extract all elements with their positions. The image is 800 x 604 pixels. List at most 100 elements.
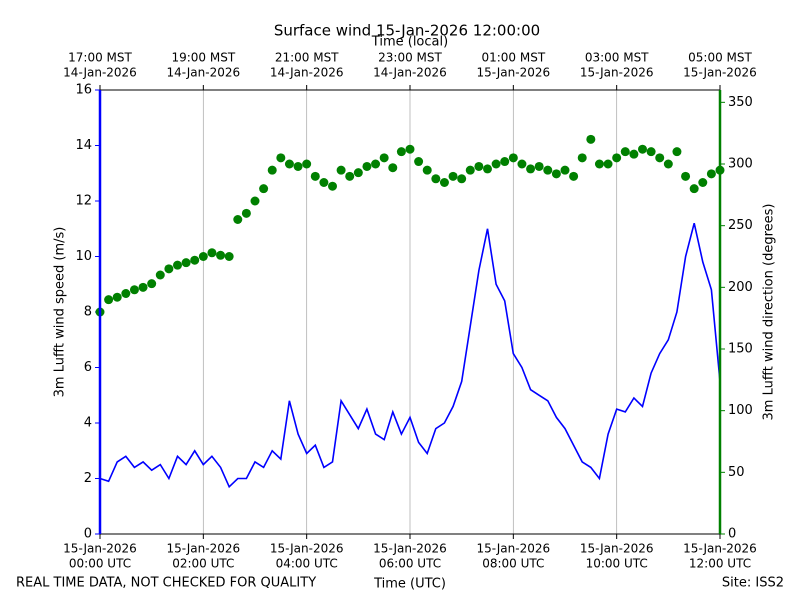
x-tick-label: 15-Jan-2026 — [580, 542, 654, 556]
direction-point — [164, 264, 174, 274]
y2-tick-label: 300 — [728, 157, 753, 172]
x-tick-label: 15-Jan-2026 — [683, 542, 757, 556]
y2-tick-label: 150 — [728, 342, 753, 357]
direction-point — [422, 165, 432, 175]
direction-point — [594, 159, 604, 169]
direction-point — [663, 159, 673, 169]
y-tick-label: 0 — [84, 527, 92, 542]
direction-point — [138, 282, 148, 292]
x2-tick-label: 17:00 MST — [68, 51, 132, 65]
x-tick-label: 15-Jan-2026 — [373, 542, 447, 556]
x-tick-label: 06:00 UTC — [379, 557, 441, 571]
y2-tick-label: 350 — [728, 95, 753, 110]
direction-point — [284, 159, 294, 169]
direction-point — [508, 153, 518, 163]
direction-point — [129, 285, 139, 295]
direction-point — [276, 153, 286, 163]
direction-point — [681, 171, 691, 181]
x-tick-label: 04:00 UTC — [276, 557, 338, 571]
direction-point — [465, 165, 475, 175]
direction-point — [319, 178, 329, 187]
direction-point — [104, 295, 114, 305]
direction-point — [207, 248, 217, 258]
direction-point — [431, 174, 441, 184]
y-tick-label: 6 — [84, 360, 92, 375]
direction-point — [241, 208, 251, 218]
direction-point — [353, 168, 363, 178]
y-tick-label: 4 — [84, 416, 92, 431]
direction-point — [336, 165, 346, 175]
direction-point — [620, 147, 630, 157]
direction-point — [603, 159, 613, 169]
y2-tick-label: 0 — [728, 527, 736, 542]
direction-point — [706, 169, 716, 179]
direction-point — [233, 215, 243, 224]
y-axis-label: 3m Lufft wind speed (m/s) — [53, 227, 68, 398]
direction-point — [328, 181, 337, 191]
x-tick-label: 10:00 UTC — [586, 557, 648, 571]
direction-point — [155, 270, 165, 280]
direction-point — [483, 164, 492, 174]
direction-point — [655, 153, 665, 163]
chart-title: Surface wind 15-Jan-2026 12:00:00 — [274, 22, 540, 40]
direction-point — [551, 169, 561, 179]
direction-point — [534, 161, 544, 171]
direction-point — [638, 144, 647, 154]
direction-point — [698, 178, 708, 187]
direction-point — [448, 171, 458, 181]
direction-point — [388, 163, 398, 173]
x2-tick-label: 14-Jan-2026 — [63, 66, 137, 80]
direction-point — [216, 250, 226, 260]
direction-point — [491, 159, 501, 169]
y2-tick-label: 250 — [728, 218, 753, 233]
direction-point — [439, 178, 449, 187]
x2-tick-label: 21:00 MST — [275, 51, 339, 65]
y2-tick-label: 50 — [728, 465, 745, 480]
direction-point — [362, 161, 372, 171]
x-tick-label: 02:00 UTC — [172, 557, 234, 571]
direction-point — [457, 174, 467, 184]
direction-point — [646, 147, 656, 157]
direction-point — [577, 153, 587, 163]
direction-point — [371, 159, 381, 169]
y-tick-label: 16 — [75, 83, 92, 98]
direction-point — [310, 171, 320, 181]
direction-point — [672, 147, 682, 157]
x2-tick-label: 14-Jan-2026 — [270, 66, 344, 80]
direction-point — [526, 164, 536, 174]
direction-point — [198, 252, 208, 261]
y-tick-label: 12 — [75, 194, 92, 209]
x-tick-label: 15-Jan-2026 — [167, 542, 241, 556]
y-tick-label: 8 — [84, 305, 92, 320]
x2-tick-label: 01:00 MST — [481, 51, 545, 65]
direction-point — [689, 184, 699, 194]
direction-point — [379, 153, 389, 163]
direction-point — [121, 289, 131, 298]
direction-point — [569, 171, 579, 181]
y-tick-label: 10 — [75, 249, 92, 264]
direction-point — [250, 196, 260, 206]
direction-point — [190, 255, 200, 265]
x2-tick-label: 03:00 MST — [585, 51, 649, 65]
direction-point — [173, 260, 182, 270]
x-tick-label: 15-Jan-2026 — [270, 542, 344, 556]
x-tick-label: 00:00 UTC — [69, 557, 131, 571]
y-tick-label: 2 — [84, 471, 92, 486]
direction-point — [517, 159, 527, 169]
direction-point — [543, 165, 553, 175]
x2-tick-label: 15-Jan-2026 — [477, 66, 551, 80]
direction-point — [500, 157, 510, 167]
x-axis-label: Time (UTC) — [373, 577, 446, 592]
direction-point — [224, 252, 234, 261]
x2-tick-label: 23:00 MST — [378, 51, 442, 65]
direction-point — [560, 165, 570, 175]
direction-point — [345, 171, 355, 181]
x2-tick-label: 14-Jan-2026 — [167, 66, 241, 80]
direction-point — [474, 161, 484, 171]
direction-point — [147, 279, 157, 289]
direction-point — [612, 153, 622, 163]
site-label: Site: ISS2 — [722, 576, 784, 591]
direction-point — [414, 157, 424, 167]
direction-point — [302, 159, 312, 169]
x-tick-label: 12:00 UTC — [689, 557, 751, 571]
